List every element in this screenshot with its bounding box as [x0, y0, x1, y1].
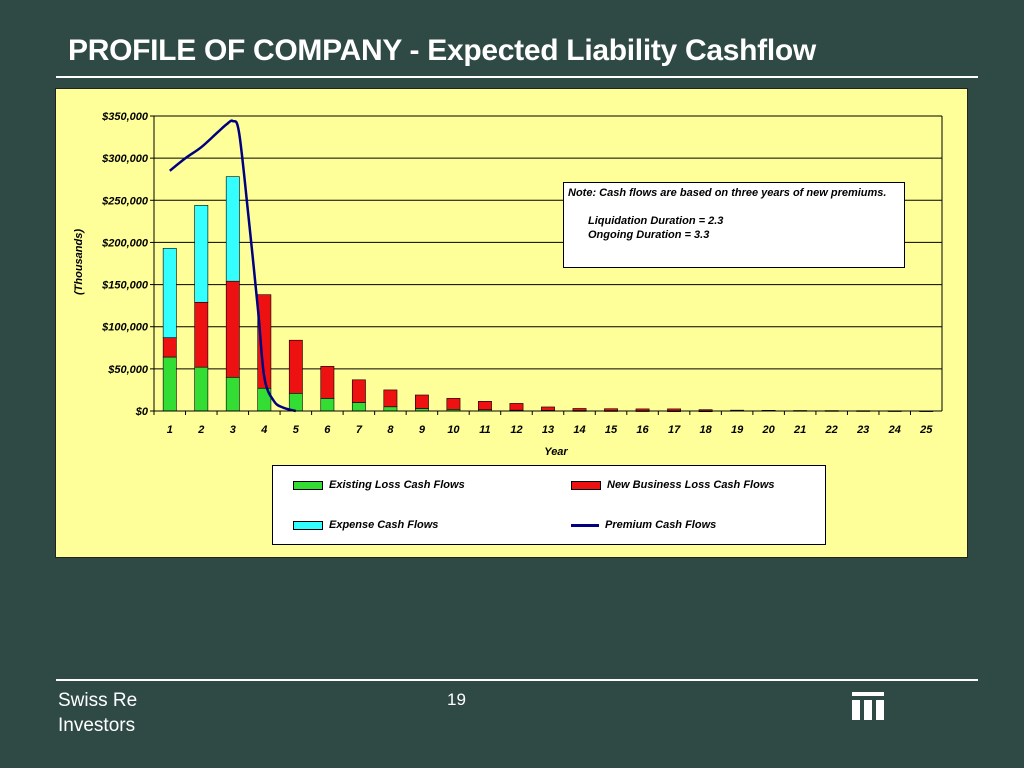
x-tick-label: 6 — [324, 424, 331, 436]
bar-new-business-loss-cash-flows-year-11 — [478, 401, 492, 411]
chart-panel: $0 $50,000 $100,000 $150,000 $200,000 $250,00… — [55, 88, 968, 558]
x-tick-label: 15 — [605, 424, 618, 436]
legend-item-new-business-loss: New Business Loss Cash Flows — [571, 479, 775, 491]
y-tick-label: $50,000 — [107, 364, 149, 376]
legend-label-premium: Premium Cash Flows — [605, 519, 717, 531]
premium-line — [168, 119, 297, 413]
page-number: 19 — [447, 690, 466, 709]
x-tick-label: 21 — [793, 424, 806, 436]
x-tick-label: 1 — [167, 424, 173, 436]
swiss-re-logo-icon — [852, 692, 884, 720]
x-tick-label: 22 — [825, 424, 838, 436]
x-tick-label: 19 — [731, 424, 744, 436]
x-tick-label: 24 — [888, 424, 901, 436]
x-tick-label: 9 — [419, 424, 426, 436]
note-box: Note: Cash flows are based on three year… — [563, 182, 905, 268]
x-tick-label: 12 — [510, 424, 522, 436]
bar-new-business-loss-cash-flows-year-7 — [351, 379, 366, 403]
legend-label-expense: Expense Cash Flows — [329, 519, 439, 531]
bar-new-business-loss-cash-flows-year-13 — [541, 406, 555, 411]
bar-new-business-loss-cash-flows-year-9 — [415, 394, 429, 409]
y-tick-label: $100,000 — [101, 322, 149, 334]
bar-expense-cash-flows-year-1 — [162, 248, 177, 338]
note-text: Note: Cash flows are based on three year… — [568, 187, 887, 199]
title-divider — [56, 76, 978, 78]
bar-new-business-loss-cash-flows-year-15 — [604, 408, 618, 411]
bars — [162, 176, 934, 413]
legend-swatch-expense — [293, 520, 323, 530]
x-tick-label: 14 — [573, 424, 585, 436]
y-tick-label: $200,000 — [101, 237, 149, 249]
y-axis-label: (Thousands) — [73, 229, 85, 295]
bar-new-business-loss-cash-flows-year-12 — [509, 403, 524, 411]
x-tick-label: 7 — [356, 424, 363, 436]
x-tick-label: 25 — [919, 424, 933, 436]
legend-swatch-new-business-loss — [571, 480, 601, 490]
footer-divider — [56, 679, 978, 681]
footer-company: Swiss Re Investors — [58, 688, 137, 738]
x-axis-label: Year — [544, 446, 568, 458]
y-tick-label: $250,000 — [101, 195, 149, 207]
x-tick-label: 4 — [260, 424, 267, 436]
x-tick-label: 11 — [479, 424, 490, 436]
bar-new-business-loss-cash-flows-year-14 — [572, 408, 587, 411]
bar-existing-loss-cash-flows-year-1 — [162, 356, 177, 412]
legend-item-existing-loss: Existing Loss Cash Flows — [293, 479, 465, 491]
bar-new-business-loss-cash-flows-year-5 — [288, 339, 303, 394]
bar-new-business-loss-cash-flows-year-6 — [320, 366, 335, 399]
x-tick-label: 2 — [197, 424, 204, 436]
legend-swatch-existing-loss — [293, 480, 323, 490]
legend-line-premium — [571, 523, 599, 527]
bar-new-business-loss-cash-flows-year-10 — [446, 398, 461, 410]
x-tick-label: 17 — [668, 424, 681, 436]
legend-label-new-business-loss: New Business Loss Cash Flows — [607, 479, 775, 491]
cashflow-chart: $0 $50,000 $100,000 $150,000 $200,000 $250,00… — [73, 111, 943, 458]
bar-new-business-loss-cash-flows-year-3 — [225, 280, 240, 378]
bar-existing-loss-cash-flows-year-6 — [320, 398, 335, 412]
x-tick-label: 5 — [293, 424, 300, 436]
bar-new-business-loss-cash-flows-year-16 — [635, 408, 650, 412]
x-tick-label: 18 — [699, 424, 712, 436]
grid-lines — [154, 115, 942, 412]
legend-item-premium: Premium Cash Flows — [571, 519, 716, 531]
bar-existing-loss-cash-flows-year-5 — [288, 392, 303, 412]
x-tick-label: 3 — [230, 424, 236, 436]
bar-existing-loss-cash-flows-year-8 — [383, 406, 398, 412]
bar-expense-cash-flows-year-2 — [194, 205, 209, 303]
bar-new-business-loss-cash-flows-year-8 — [383, 389, 398, 408]
x-tick-label: 16 — [636, 424, 649, 436]
axes: $0 $50,000 $100,000 $150,000 $200,000 $250,00… — [101, 111, 943, 436]
y-tick-label: $150,000 — [101, 280, 149, 292]
bar-new-business-loss-cash-flows-year-2 — [194, 301, 209, 368]
ongoing-duration: Ongoing Duration = 3.3 — [588, 229, 710, 241]
bar-expense-cash-flows-year-3 — [225, 176, 240, 282]
legend-label-existing-loss: Existing Loss Cash Flows — [329, 479, 465, 491]
x-tick-label: 13 — [542, 424, 554, 436]
y-tick-label: $350,000 — [101, 111, 149, 123]
liquidation-duration: Liquidation Duration = 2.3 — [588, 215, 724, 227]
chart-legend: Existing Loss Cash Flows New Business Lo… — [272, 465, 826, 545]
bar-new-business-loss-cash-flows-year-1 — [162, 337, 177, 358]
x-tick-label: 8 — [387, 424, 394, 436]
y-tick-label: $0 — [135, 406, 149, 418]
x-tick-label: 10 — [447, 424, 460, 436]
premium-cash-flows-line — [168, 119, 297, 413]
footer-company-name: Swiss Re — [58, 690, 138, 711]
x-tick-label: 20 — [762, 424, 776, 436]
footer-company-sub: Investors — [58, 715, 136, 736]
slide-title: PROFILE OF COMPANY - Expected Liability … — [68, 34, 816, 67]
y-tick-label: $300,000 — [101, 153, 149, 165]
bar-new-business-loss-cash-flows-year-4 — [257, 294, 272, 389]
bar-existing-loss-cash-flows-year-7 — [351, 402, 366, 412]
bar-existing-loss-cash-flows-year-2 — [194, 366, 209, 412]
legend-item-expense: Expense Cash Flows — [293, 519, 438, 531]
x-tick-label: 23 — [856, 424, 869, 436]
bar-existing-loss-cash-flows-year-3 — [225, 376, 240, 412]
